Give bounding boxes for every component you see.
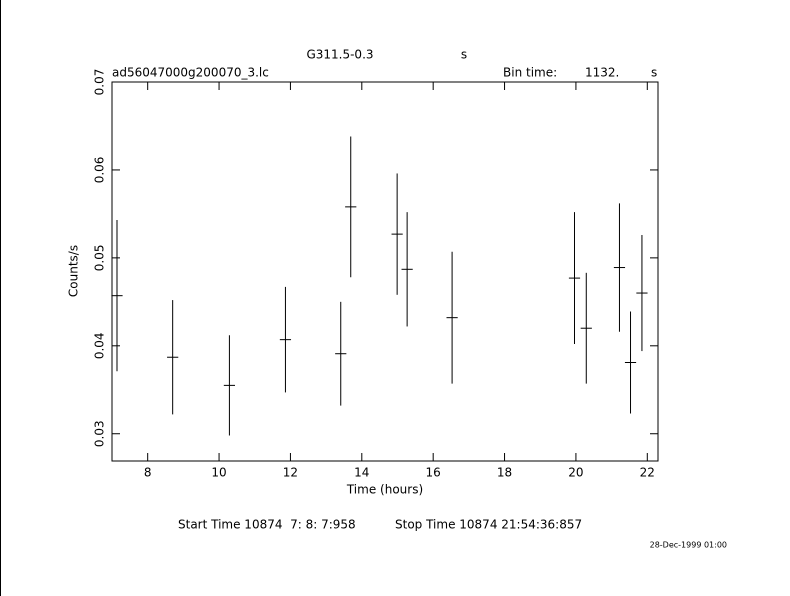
x-tick-label: 12 [283, 466, 298, 480]
file-label: ad56047000g200070_3.lc [112, 66, 269, 80]
x-tick-label: 14 [354, 466, 369, 480]
x-tick-label: 10 [211, 466, 226, 480]
bin-time-unit: s [651, 66, 657, 80]
y-tick-label: 0.07 [93, 69, 107, 96]
start-time: Start Time 10874 7: 8: 7:958 [178, 518, 356, 532]
y-tick-label: 0.03 [93, 420, 107, 447]
plot-frame [111, 81, 659, 462]
bin-time-label: Bin time: [503, 66, 557, 80]
bin-time: 1132. [585, 66, 619, 80]
y-axis-label: Counts/s [67, 245, 81, 297]
title-unit: s [461, 48, 467, 62]
x-tick-label: 18 [497, 466, 512, 480]
y-tick-label: 0.05 [93, 245, 107, 272]
x-axis-label: Time (hours) [346, 483, 423, 497]
y-tick-label: 0.04 [93, 332, 107, 359]
date-stamp: 28-Dec-1999 01:00 [650, 541, 727, 550]
x-tick-label: 16 [426, 466, 441, 480]
stop-time: Stop Time 10874 21:54:36:857 [395, 518, 582, 532]
x-tick-label: 8 [144, 466, 152, 480]
x-tick-label: 20 [568, 466, 583, 480]
y-tick-label: 0.06 [93, 157, 107, 184]
x-tick-label: 22 [640, 466, 655, 480]
chart-title: G311.5-0.3 [306, 48, 373, 62]
